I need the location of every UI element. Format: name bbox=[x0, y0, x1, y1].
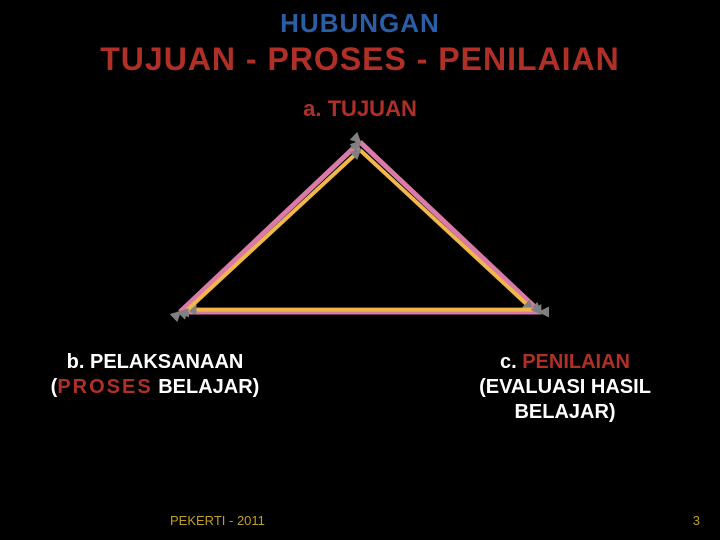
footer-text: PEKERTI - 2011 bbox=[170, 513, 265, 528]
label-c-penilaian: c. PENILAIAN(EVALUASI HASILBELAJAR) bbox=[440, 350, 690, 425]
title-bottom: TUJUAN - PROSES - PENILAIAN bbox=[0, 41, 720, 78]
label-a-tujuan: a. TUJUAN bbox=[0, 96, 720, 122]
triangle-diagram bbox=[0, 122, 720, 332]
label-b-pelaksanaan: b. PELAKSANAAN(PROSES BELAJAR) bbox=[30, 350, 280, 400]
title-top: HUBUNGAN bbox=[0, 8, 720, 39]
page-number: 3 bbox=[693, 513, 700, 528]
